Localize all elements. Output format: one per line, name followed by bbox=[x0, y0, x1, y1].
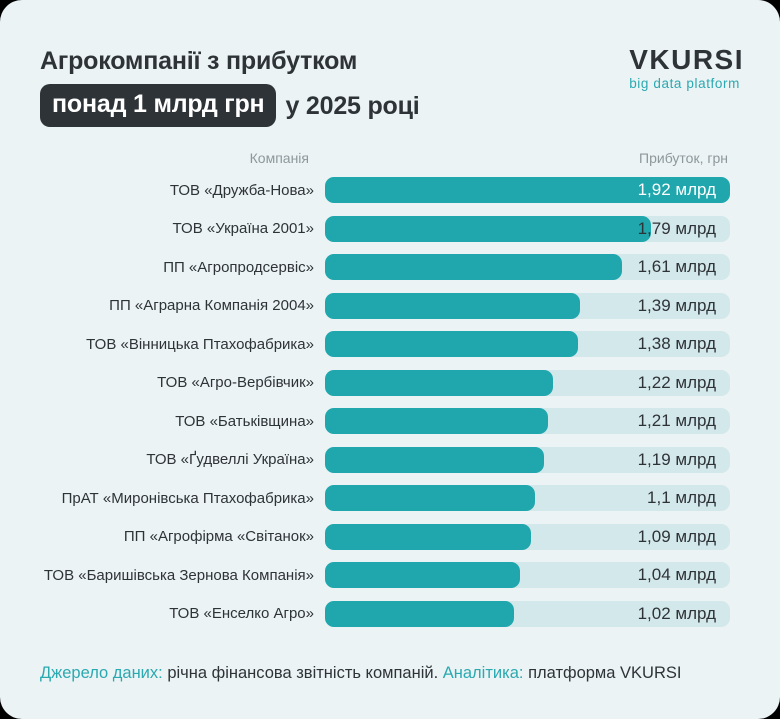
profit-bar bbox=[325, 523, 532, 550]
column-header-profit: Прибуток, грн bbox=[639, 150, 728, 166]
profit-bar bbox=[325, 446, 545, 473]
title-highlight-badge: понад 1 млрд грн bbox=[40, 84, 277, 127]
company-name: ПП «Агропродсервіс» bbox=[163, 258, 314, 276]
bar-rows: ТОВ «Дружба-Нова» 1,92 млрд ТОВ «Україна 2… bbox=[40, 177, 740, 627]
column-headers: Компанія Прибуток, грн bbox=[40, 150, 740, 166]
profit-value: 1,79 млрд bbox=[637, 218, 716, 238]
table-row: ПП «Агропродсервіс» 1,61 млрд bbox=[40, 254, 740, 280]
profit-bar bbox=[325, 254, 622, 280]
table-row: ПП «Аграрна Компанія 2004» 1,39 млрд bbox=[40, 292, 740, 319]
source-label: Джерело даних: bbox=[40, 663, 163, 682]
profit-value: 1,61 млрд bbox=[637, 257, 716, 276]
analytics-text: платформа VKURSI bbox=[523, 663, 682, 682]
bar-track: 1,39 млрд bbox=[325, 292, 730, 319]
bar-track: 1,22 млрд bbox=[325, 369, 730, 396]
header: Агрокомпанії з прибутком понад 1 млрд гр… bbox=[0, 0, 780, 127]
table-row: ТОВ «Енселко Агро» 1,02 млрд bbox=[40, 600, 740, 627]
logo-tagline: big data platform bbox=[629, 76, 740, 91]
title-line-2: понад 1 млрд грн у 2025 році bbox=[40, 84, 420, 127]
table-row: ТОВ «Вінницька Птахофабрика» 1,38 млрд bbox=[40, 331, 740, 357]
company-name: ТОВ «Енселко Агро» bbox=[169, 605, 314, 622]
profit-value: 1,38 млрд bbox=[637, 334, 716, 353]
profit-bar bbox=[325, 485, 536, 511]
profit-value: 1,92 млрд bbox=[637, 180, 716, 199]
vkursi-logo: VKURSI big data platform bbox=[629, 42, 744, 92]
table-row: ТОВ «Баришівська Зернова Компанія» 1,04 м… bbox=[40, 562, 740, 588]
table-row: ПП «Агрофірма «Світанок» 1,09 млрд bbox=[40, 523, 740, 550]
company-name: ПрАТ «Миронівська Птахофабрика» bbox=[61, 489, 314, 507]
profit-value: 1,1 млрд bbox=[647, 488, 716, 507]
bar-track: 1,79 млрд bbox=[325, 215, 730, 242]
table-row: ПрАТ «Миронівська Птахофабрика» 1,1 млрд bbox=[40, 485, 740, 511]
page-title: Агрокомпанії з прибутком понад 1 млрд гр… bbox=[40, 42, 420, 127]
profit-bar bbox=[325, 292, 581, 319]
bar-track: 1,61 млрд bbox=[325, 254, 730, 280]
profit-value: 1,02 млрд bbox=[637, 603, 716, 623]
profit-value: 1,21 млрд bbox=[637, 411, 716, 430]
profit-value: 1,09 млрд bbox=[637, 526, 716, 546]
profit-bar bbox=[325, 369, 553, 396]
footer-note: Джерело даних: річна фінансова звітність… bbox=[0, 664, 780, 683]
bar-track: 1,09 млрд bbox=[325, 523, 730, 550]
profit-bar bbox=[325, 177, 730, 203]
bar-track: 1,1 млрд bbox=[325, 485, 730, 511]
column-header-company: Компанія bbox=[249, 150, 309, 166]
company-name: ТОВ «Агро-Вербівчик» bbox=[157, 374, 314, 391]
bar-track: 1,21 млрд bbox=[325, 408, 730, 434]
profit-value: 1,39 млрд bbox=[637, 295, 716, 315]
bar-track: 1,04 млрд bbox=[325, 562, 730, 588]
profit-value: 1,22 млрд bbox=[637, 372, 716, 392]
company-name: ПП «Аграрна Компанія 2004» bbox=[109, 297, 314, 314]
profit-bar bbox=[325, 331, 579, 357]
table-row: ТОВ «Ґудвеллі Україна» 1,19 млрд bbox=[40, 446, 740, 473]
profit-bar bbox=[325, 408, 549, 434]
logo-wordmark: VKURSI bbox=[629, 44, 744, 75]
title-line-1: Агрокомпанії з прибутком bbox=[40, 47, 358, 75]
bar-chart: Компанія Прибуток, грн ТОВ «Дружба-Нова»… bbox=[0, 150, 780, 627]
bar-track: 1,19 млрд bbox=[325, 446, 730, 473]
analytics-label: Аналітика: bbox=[442, 663, 524, 682]
profit-bar bbox=[325, 562, 520, 588]
company-name: ПП «Агрофірма «Світанок» bbox=[123, 528, 314, 545]
profit-bar bbox=[325, 600, 515, 627]
company-name: ТОВ «Дружба-Нова» bbox=[169, 181, 314, 199]
table-row: ТОВ «Батьківщина» 1,21 млрд bbox=[40, 408, 740, 434]
company-name: ТОВ «Ґудвеллі Україна» bbox=[146, 451, 314, 468]
bar-track: 1,02 млрд bbox=[325, 600, 730, 627]
profit-value: 1,19 млрд bbox=[637, 449, 716, 469]
company-name: ТОВ «Батьківщина» bbox=[175, 412, 314, 430]
title-line-2-rest: у 2025 році bbox=[285, 91, 420, 120]
source-text: річна фінансова звітність компаній. bbox=[162, 663, 443, 682]
company-name: ТОВ «Баришівська Зернова Компанія» bbox=[43, 566, 314, 584]
table-row: ТОВ «Україна 2001» 1,79 млрд bbox=[40, 215, 740, 242]
table-row: ТОВ «Дружба-Нова» 1,92 млрд bbox=[40, 177, 740, 203]
table-row: ТОВ «Агро-Вербівчик» 1,22 млрд bbox=[40, 369, 740, 396]
company-name: ТОВ «Вінницька Птахофабрика» bbox=[86, 335, 314, 353]
bar-track: 1,38 млрд bbox=[325, 331, 730, 357]
profit-bar bbox=[325, 215, 651, 242]
profit-value: 1,04 млрд bbox=[637, 565, 716, 584]
company-name: ТОВ «Україна 2001» bbox=[172, 220, 314, 237]
bar-track: 1,92 млрд bbox=[325, 177, 730, 203]
